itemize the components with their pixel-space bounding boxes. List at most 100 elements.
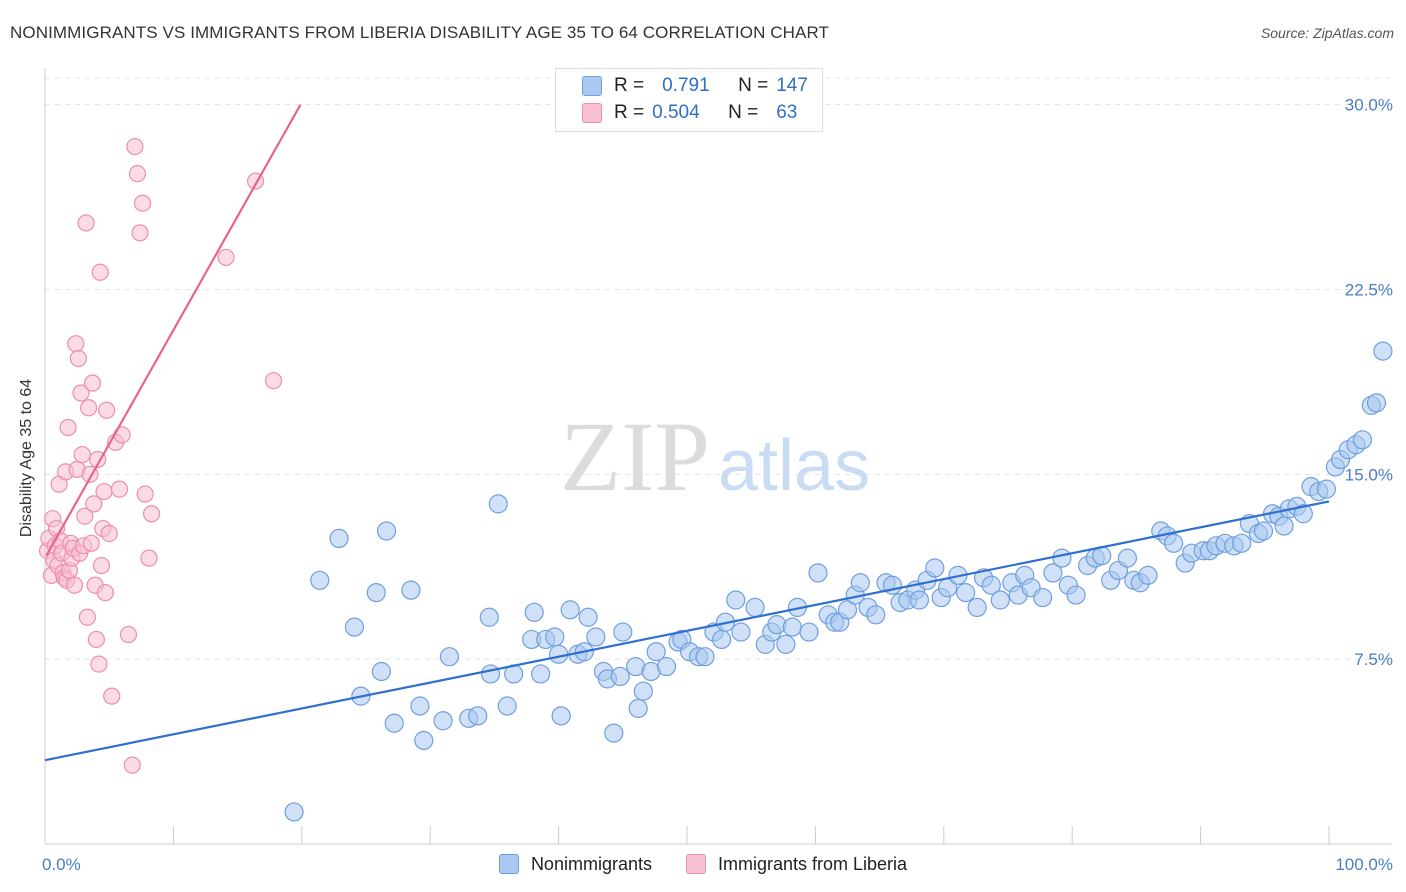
point-nonimmigrant bbox=[956, 583, 976, 603]
point-liberia bbox=[96, 584, 114, 602]
point-liberia bbox=[83, 374, 102, 392]
point-nonimmigrant bbox=[925, 558, 945, 578]
point-liberia bbox=[217, 248, 235, 267]
point-nonimmigrant bbox=[560, 600, 580, 620]
x-tick-label: 100.0% bbox=[1335, 855, 1393, 874]
point-liberia bbox=[92, 556, 111, 575]
nonimmigrants-points bbox=[284, 341, 1393, 822]
r-value-nonimmigrants: 0.791 bbox=[662, 75, 710, 96]
point-liberia bbox=[91, 263, 109, 281]
point-nonimmigrant bbox=[808, 563, 828, 583]
point-liberia bbox=[80, 399, 98, 417]
point-liberia bbox=[110, 480, 129, 498]
legend: Nonimmigrants Immigrants from Liberia bbox=[0, 852, 1406, 876]
point-nonimmigrant bbox=[1352, 430, 1372, 450]
point-liberia bbox=[119, 625, 138, 644]
point-nonimmigrant bbox=[695, 647, 715, 667]
point-nonimmigrant bbox=[837, 600, 858, 620]
point-liberia bbox=[73, 446, 91, 464]
n-value-nonimmigrants: 147 bbox=[776, 75, 808, 96]
point-nonimmigrant bbox=[479, 607, 499, 627]
point-liberia bbox=[76, 507, 94, 525]
point-nonimmigrant bbox=[799, 622, 819, 642]
point-liberia bbox=[128, 165, 147, 183]
y-tick-label: 22.5% bbox=[1345, 280, 1393, 299]
chart-title: NONIMMIGRANTS VS IMMIGRANTS FROM LIBERIA… bbox=[10, 23, 830, 42]
point-nonimmigrant bbox=[1138, 565, 1158, 585]
point-nonimmigrant bbox=[371, 661, 392, 682]
point-liberia bbox=[87, 630, 105, 649]
point-nonimmigrant bbox=[410, 696, 430, 716]
point-nonimmigrant bbox=[329, 528, 349, 549]
blue-swatch bbox=[582, 76, 602, 96]
point-nonimmigrant bbox=[646, 642, 666, 662]
point-nonimmigrant bbox=[433, 711, 453, 731]
point-liberia bbox=[77, 214, 95, 232]
point-nonimmigrant bbox=[1293, 504, 1313, 524]
point-nonimmigrant bbox=[967, 597, 987, 618]
point-nonimmigrant bbox=[1373, 341, 1393, 361]
point-liberia bbox=[67, 335, 85, 353]
point-nonimmigrant bbox=[344, 617, 365, 637]
y-tick-label: 30.0% bbox=[1345, 96, 1393, 115]
point-nonimmigrant bbox=[981, 575, 1001, 595]
source-credit: Source: ZipAtlas.com bbox=[1260, 25, 1394, 41]
point-nonimmigrant bbox=[776, 634, 796, 654]
point-liberia bbox=[95, 482, 113, 501]
point-nonimmigrant bbox=[310, 570, 330, 590]
point-nonimmigrant bbox=[1052, 548, 1072, 568]
legend-label-liberia: Immigrants from Liberia bbox=[717, 853, 908, 874]
point-nonimmigrant bbox=[1043, 563, 1063, 583]
point-liberia bbox=[98, 401, 116, 419]
point-nonimmigrant bbox=[613, 622, 633, 642]
liberia-points bbox=[38, 137, 283, 774]
point-nonimmigrant bbox=[604, 723, 624, 743]
point-liberia bbox=[100, 524, 118, 543]
r-value-liberia: 0.504 bbox=[652, 102, 700, 123]
pink-swatch bbox=[582, 103, 602, 123]
point-nonimmigrant bbox=[414, 730, 434, 751]
axes bbox=[44, 68, 1392, 845]
point-nonimmigrant bbox=[497, 696, 517, 716]
point-nonimmigrant bbox=[531, 664, 551, 684]
point-liberia bbox=[142, 505, 161, 523]
watermark-atlas: atlas bbox=[718, 426, 870, 506]
legend-swatch-blue bbox=[498, 854, 519, 874]
point-nonimmigrant bbox=[524, 602, 544, 622]
point-liberia bbox=[59, 418, 77, 437]
stats-box: R = 0.791 N = 147 R = 0.504 N = 63 bbox=[555, 68, 823, 132]
point-nonimmigrant bbox=[551, 706, 571, 726]
legend-label-nonimmigrants: Nonimmigrants bbox=[530, 853, 652, 874]
point-liberia bbox=[126, 137, 144, 156]
r-label: R = bbox=[614, 102, 645, 123]
stats-row-nonimmigrants: R = 0.791 N = 147 bbox=[582, 73, 808, 99]
point-nonimmigrant bbox=[1274, 516, 1294, 536]
legend-item-nonimmigrants[interactable]: Nonimmigrants bbox=[498, 853, 652, 875]
point-nonimmigrant bbox=[850, 573, 870, 593]
point-nonimmigrant bbox=[545, 627, 565, 647]
point-nonimmigrant bbox=[586, 627, 606, 647]
point-nonimmigrant bbox=[401, 580, 421, 600]
point-liberia bbox=[133, 194, 152, 212]
point-liberia bbox=[85, 495, 103, 513]
trendlines bbox=[44, 104, 1330, 762]
legend-item-liberia[interactable]: Immigrants from Liberia bbox=[685, 853, 908, 875]
point-nonimmigrant bbox=[866, 605, 886, 625]
point-nonimmigrant bbox=[633, 681, 653, 701]
n-label: N = bbox=[738, 75, 769, 96]
point-nonimmigrant bbox=[712, 629, 732, 650]
stats-row-liberia: R = 0.504 N = 63 bbox=[582, 100, 797, 126]
point-nonimmigrant bbox=[745, 597, 765, 618]
tick-labels: 7.5% 15.0% 22.5% 30.0% 0.0% 100.0% bbox=[42, 96, 1393, 874]
point-nonimmigrant bbox=[480, 664, 501, 684]
point-nonimmigrant bbox=[366, 583, 386, 603]
point-liberia bbox=[103, 687, 121, 705]
point-nonimmigrant bbox=[628, 698, 648, 719]
legend-swatch-pink bbox=[685, 854, 706, 874]
watermark: ZIP atlas bbox=[560, 401, 870, 512]
point-nonimmigrant bbox=[990, 590, 1010, 610]
point-nonimmigrant bbox=[610, 666, 630, 687]
point-liberia bbox=[69, 349, 87, 368]
n-label: N = bbox=[728, 102, 759, 123]
